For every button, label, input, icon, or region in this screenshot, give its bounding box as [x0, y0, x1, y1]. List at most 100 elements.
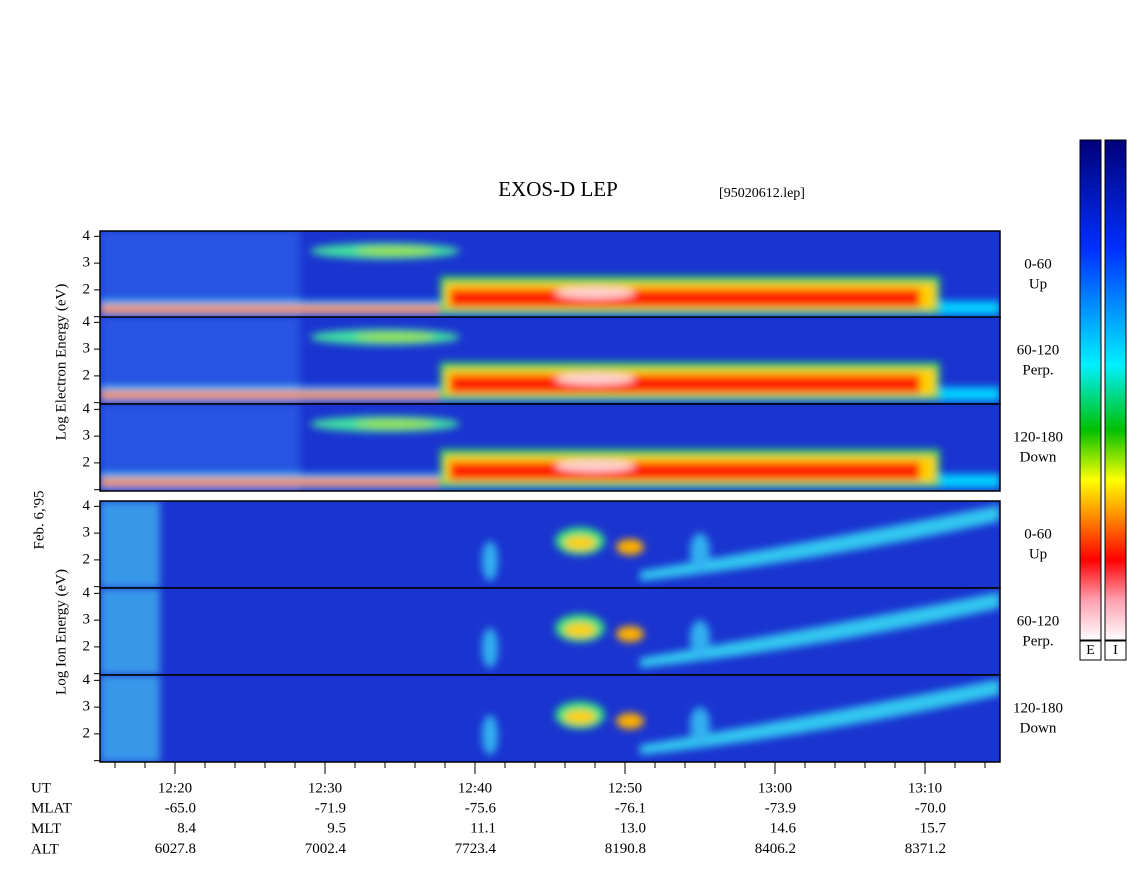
- orbit-value: 15.7: [920, 821, 947, 837]
- y-tick-label: 4: [83, 401, 91, 417]
- x-tick-label: 13:10: [908, 780, 942, 796]
- axes: 0-60 Up 2 3 4 60-120 Perp. 2 3 4 120-180 Down 2 3 4 0-6…: [31, 139, 1127, 857]
- orbit-value: 6027.8: [155, 841, 196, 857]
- spectrogram-feature: [564, 623, 596, 637]
- spectrogram: [100, 317, 1000, 404]
- electron-axis-label: Log Electron Energy (eV): [53, 284, 69, 441]
- spectrogram-feature: [640, 679, 1000, 755]
- orbit-label: UT: [31, 780, 51, 796]
- spectrogram-feature: [616, 713, 644, 729]
- orbit-value: 8371.2: [905, 841, 946, 857]
- orbit-value: 8406.2: [755, 841, 796, 857]
- spectrogram: [100, 588, 1000, 675]
- spectrogram-feature: [100, 588, 160, 675]
- spectrogram-feature: [355, 247, 435, 255]
- orbit-value: -76.1: [615, 800, 646, 816]
- colorbar-label: I: [1113, 643, 1118, 658]
- y-tick-label: 3: [83, 525, 91, 541]
- spectrogram-feature: [482, 715, 498, 755]
- panels: [99, 230, 1001, 763]
- orbit-value: 8190.8: [605, 841, 646, 857]
- panel-direction: Down: [1020, 720, 1057, 736]
- colorbar: [1079, 139, 1102, 641]
- y-tick-label: 3: [83, 699, 91, 715]
- orbit-value: -73.9: [765, 800, 796, 816]
- spectrogram-feature: [355, 420, 435, 428]
- spectrogram-feature: [450, 462, 920, 480]
- y-tick-label: 3: [83, 612, 91, 628]
- spectrogram-feature: [690, 620, 710, 656]
- y-tick-label: 4: [83, 585, 91, 601]
- y-tick-label: 2: [83, 367, 91, 383]
- panel-direction: Perp.: [1022, 362, 1053, 378]
- orbit-value: -70.0: [915, 800, 946, 816]
- y-tick-label: 2: [83, 281, 91, 297]
- spectrogram-feature: [450, 375, 920, 393]
- colorbar: [1104, 139, 1127, 641]
- y-tick-label: 4: [83, 228, 91, 244]
- orbit-label: MLAT: [31, 801, 72, 817]
- y-tick-label: 4: [83, 314, 91, 330]
- panel-frame: [99, 403, 1001, 492]
- orbit-value: 13.0: [620, 821, 646, 837]
- spectrogram-feature: [450, 289, 920, 307]
- spectrogram: [100, 675, 1000, 762]
- panel-angle: 0-60: [1024, 256, 1052, 272]
- orbit-value: 7723.4: [455, 841, 497, 857]
- panel-direction: Down: [1020, 449, 1057, 465]
- spectrogram-feature: [690, 707, 710, 743]
- panel-direction: Perp.: [1022, 633, 1053, 649]
- orbit-value: -71.9: [315, 800, 346, 816]
- colorbar-label-box: [1079, 640, 1102, 661]
- spectrogram-feature: [640, 592, 1000, 668]
- spectrogram: [100, 231, 1000, 318]
- date-label: Feb. 6,'95: [31, 491, 47, 550]
- x-tick-label: 12:30: [308, 780, 342, 796]
- y-tick-label: 2: [83, 725, 91, 741]
- spectrogram: [100, 404, 1000, 491]
- orbit-value: 11.1: [470, 821, 496, 837]
- panel-angle: 60-120: [1017, 342, 1060, 358]
- y-tick-label: 4: [83, 498, 91, 514]
- y-tick-label: 3: [83, 428, 91, 444]
- spectrogram-features: [100, 501, 1000, 588]
- x-tick-label: 12:40: [458, 780, 492, 796]
- spectrogram-features: [100, 588, 1000, 675]
- spectrogram-feature: [100, 501, 160, 588]
- panel-direction: Up: [1029, 546, 1047, 562]
- spectrogram-feature: [555, 373, 635, 385]
- chart-title: EXOS-D LEP: [498, 177, 618, 201]
- y-tick-label: 4: [83, 672, 91, 688]
- y-tick-label: 2: [83, 551, 91, 567]
- spectrogram-feature: [640, 505, 1000, 581]
- spectrogram-features: [100, 317, 1000, 404]
- ion-axis-label: Log Ion Energy (eV): [53, 569, 69, 695]
- spectrogram: [100, 501, 1000, 588]
- y-tick-label: 2: [83, 638, 91, 654]
- orbit-value: 14.6: [770, 821, 797, 837]
- panel-angle: 60-120: [1017, 613, 1060, 629]
- spectrogram-features: [100, 404, 1000, 491]
- spectrogram-feature: [555, 287, 635, 299]
- spectrogram-feature: [100, 675, 160, 762]
- orbit-value: 7002.4: [305, 841, 347, 857]
- x-tick-label: 12:20: [158, 780, 192, 796]
- orbit-label: MLT: [31, 821, 61, 837]
- x-tick-label: 12:50: [608, 780, 642, 796]
- file-label: [95020612.lep]: [719, 186, 805, 201]
- spectrogram-features: [100, 675, 1000, 762]
- x-tick-label: 13:00: [758, 780, 792, 796]
- spectrogram-feature: [355, 333, 435, 341]
- spectrogram-feature: [482, 628, 498, 668]
- spectrogram-feature: [482, 541, 498, 581]
- orbit-value: -75.6: [465, 800, 497, 816]
- spectrogram-feature: [616, 539, 644, 555]
- y-tick-label: 3: [83, 341, 91, 357]
- panel-angle: 120-180: [1013, 700, 1063, 716]
- spectrogram-feature: [690, 533, 710, 569]
- panel-angle: 120-180: [1013, 429, 1063, 445]
- y-tick-label: 3: [83, 255, 91, 271]
- orbit-label: ALT: [31, 841, 59, 857]
- spectrogram-features: [100, 231, 1000, 318]
